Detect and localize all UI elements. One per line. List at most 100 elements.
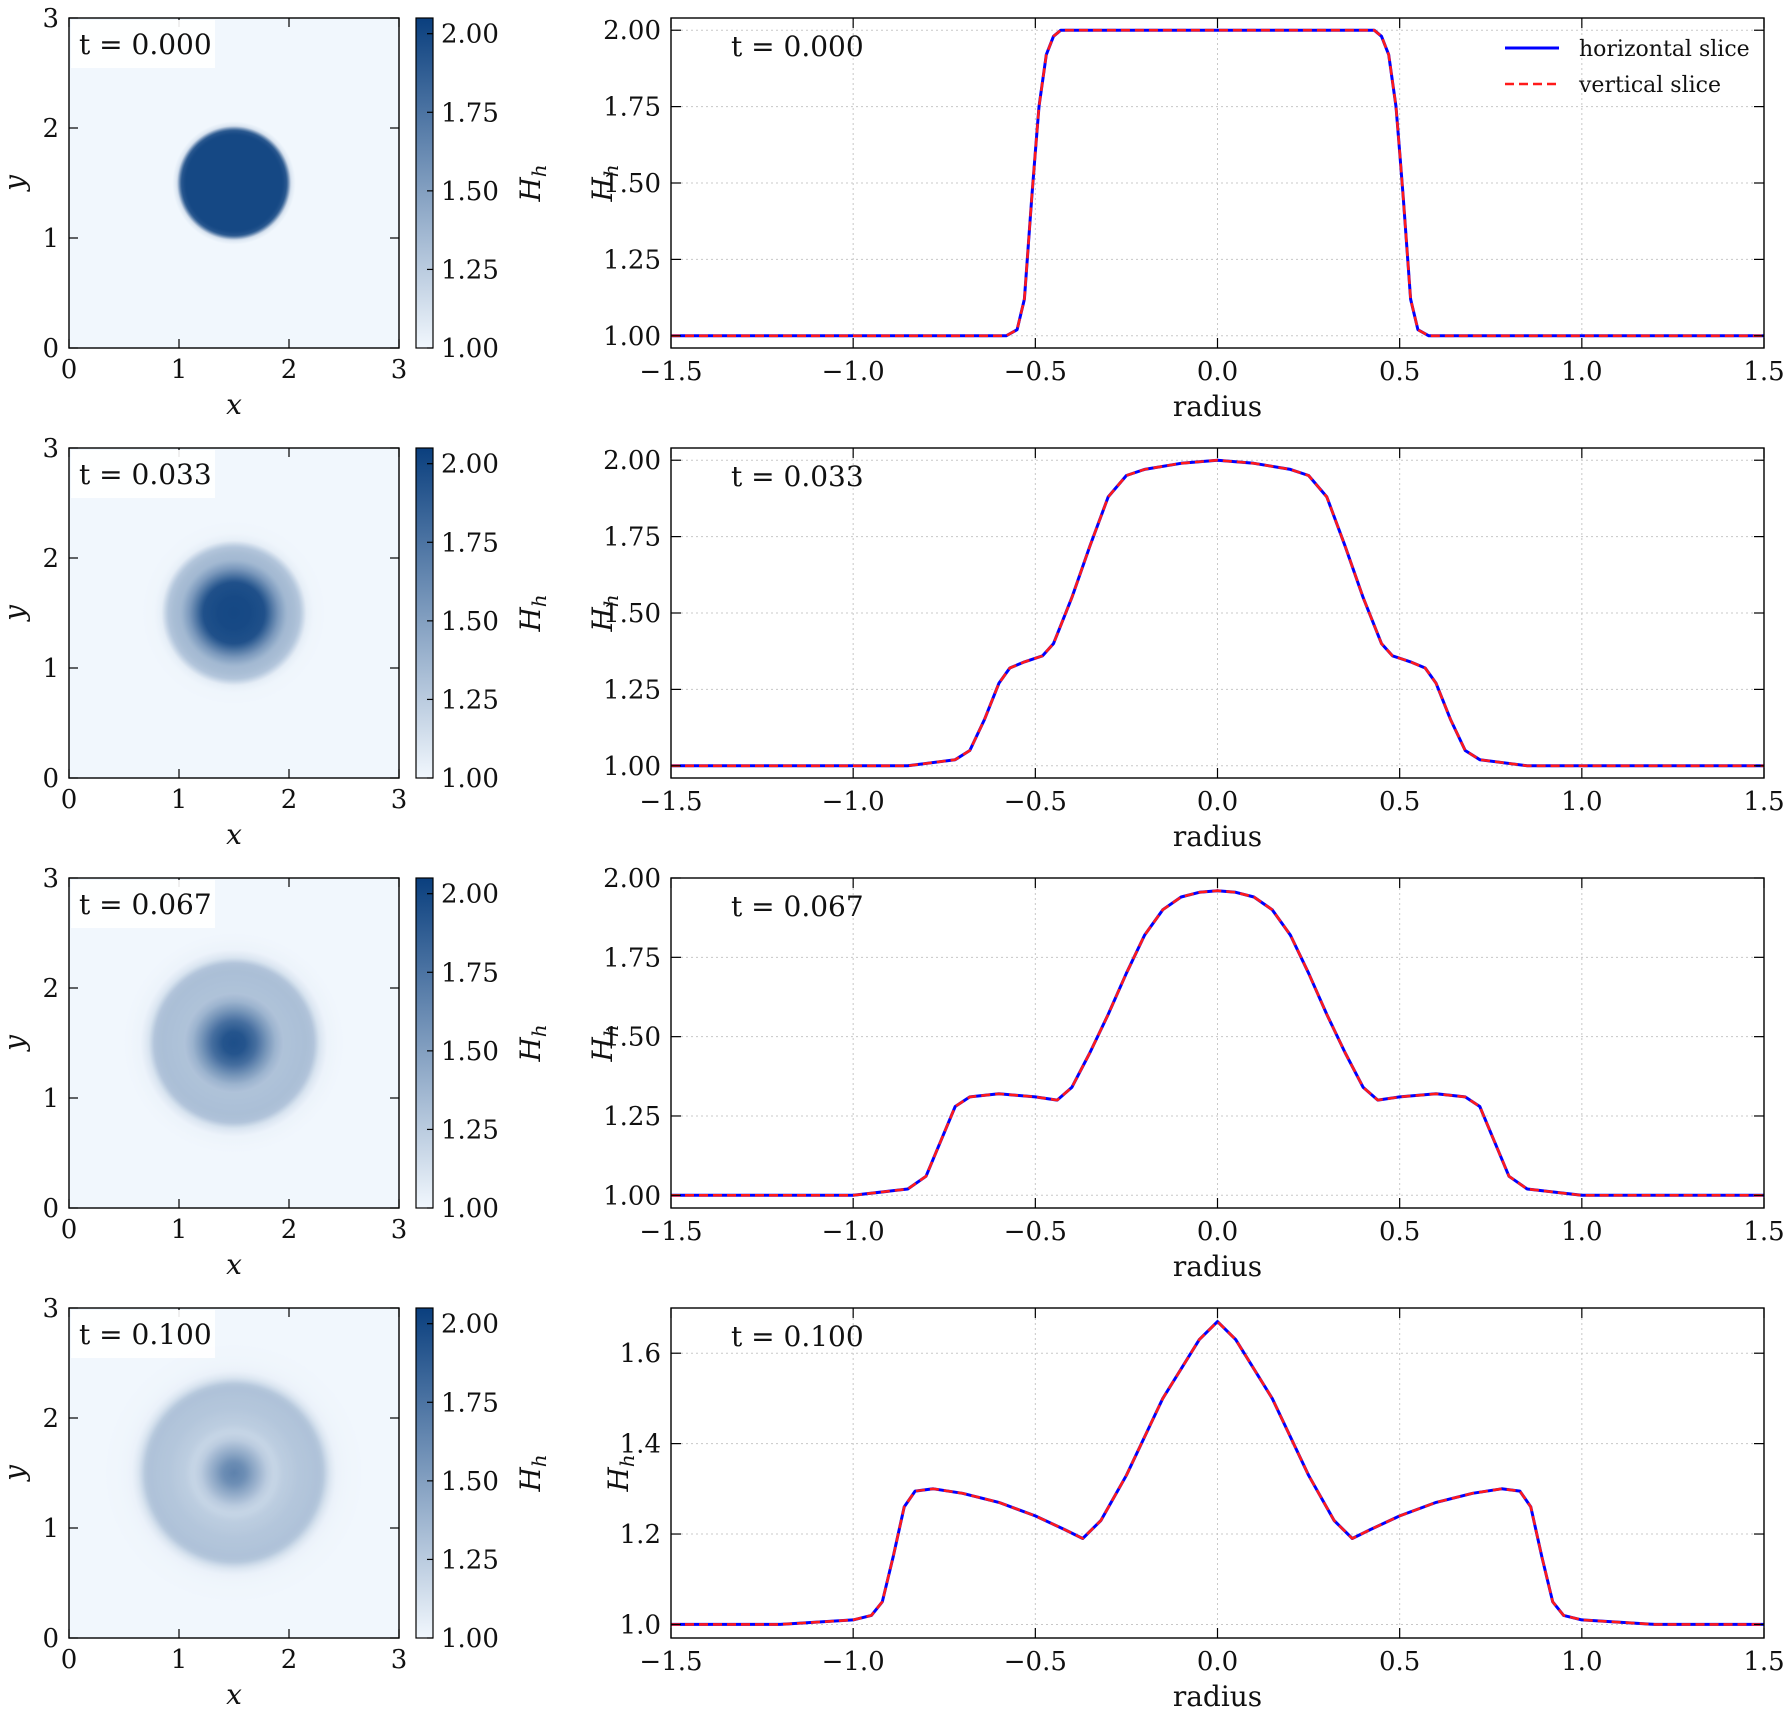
heatmap-panel-3: 00 1 1 2 2 3 3 x y t = 0.100 <box>0 1294 407 1711</box>
colorbar-label: Hh <box>514 1024 551 1062</box>
x-tick-label: 1.5 <box>1743 787 1784 817</box>
x-tick-label: 0.5 <box>1379 357 1420 387</box>
x-axis-label: x <box>226 1248 242 1281</box>
time-label: t = 0.033 <box>79 458 212 491</box>
colorbar-1: 1.00 1.25 1.50 1.75 2.00 Hh <box>415 447 551 794</box>
x-tick-label: −1.5 <box>639 1647 702 1677</box>
colorbar-tick-label: 1.00 <box>441 764 499 794</box>
y-tick-label: 3 <box>42 434 59 464</box>
y-tick-label: 0 <box>42 764 59 794</box>
x-tick-label: 3 <box>391 785 408 815</box>
y-tick-label: 2.00 <box>603 16 661 46</box>
y-tick-label: 2.00 <box>603 446 661 476</box>
y-tick-label: 1 <box>42 654 59 684</box>
y-axis-label: Hh <box>586 594 623 632</box>
colorbar-tick-label: 1.75 <box>441 1388 499 1418</box>
x-tick-label: 0.0 <box>1197 1217 1238 1247</box>
x-tick-label: 2 <box>281 1215 298 1245</box>
time-label-box <box>71 880 215 928</box>
colorbar-tick-label: 1.25 <box>441 255 499 285</box>
x-tick-label: 1.5 <box>1743 1647 1784 1677</box>
x-tick-label: 0 <box>61 1645 78 1675</box>
heatmap-field <box>172 121 296 245</box>
x-axis-label: radius <box>1173 1250 1262 1283</box>
y-tick-label: 1.00 <box>603 322 661 352</box>
x-axis-label: radius <box>1173 1680 1262 1713</box>
colorbar-label: Hh <box>514 1454 551 1492</box>
x-tick-label: 0.5 <box>1379 1647 1420 1677</box>
legend-vertical-label: vertical slice <box>1578 73 1721 98</box>
y-tick-label: 3 <box>42 1294 59 1324</box>
profile-panel-3: −1.5 −1.0 −0.5 0.0 0.5 1.0 1.5 1.0 1.2 1.4 1.6 radi… <box>602 1307 1785 1713</box>
colorbar-tick-label: 1.00 <box>441 1194 499 1224</box>
heatmap-frame <box>68 1307 400 1639</box>
colorbar-tick-label: 1.50 <box>441 1467 499 1497</box>
y-tick-label: 1.00 <box>603 1181 661 1211</box>
y-axis-label: y <box>0 174 31 193</box>
x-tick-label: −1.0 <box>822 1647 885 1677</box>
y-axis-label: y <box>0 604 31 623</box>
colorbar-bar <box>415 17 434 349</box>
x-tick-label: −0.5 <box>1004 1217 1067 1247</box>
y-tick-label: 1 <box>42 1084 59 1114</box>
profile-panel-1: −1.5 −1.0 −0.5 0.0 0.5 1.0 1.5 1.00 1.25 1.50 1.75… <box>586 446 1785 853</box>
y-tick-label: 1.75 <box>603 93 661 123</box>
x-tick-label: 2 <box>281 355 298 385</box>
colorbar-tick-label: 1.00 <box>441 1624 499 1654</box>
vertical-slice-line <box>671 458 1764 768</box>
y-tick-label: 2 <box>42 114 59 144</box>
profile-panel-0: −1.5 −1.0 −0.5 0.0 0.5 1.0 1.5 1.00 1.25 1.50 1.75… <box>586 16 1785 423</box>
x-tick-label: 3 <box>391 355 408 385</box>
time-label: t = 0.000 <box>79 28 212 61</box>
time-label-box <box>71 450 215 498</box>
x-tick-label: −1.0 <box>822 357 885 387</box>
heatmap-frame <box>68 447 400 779</box>
time-label: t = 0.100 <box>731 1320 864 1353</box>
vertical-slice-line <box>671 1320 1764 1626</box>
heatmap-panel-1: 00 1 1 2 2 3 3 x y t = 0.033 <box>0 434 407 851</box>
colorbar-0: 1.00 1.25 1.50 1.75 2.00 Hh <box>415 17 551 364</box>
heatmap-field <box>124 933 344 1153</box>
x-axis-label: x <box>226 388 242 421</box>
time-label: t = 0.067 <box>79 888 212 921</box>
heatmap-frame <box>68 877 400 1209</box>
y-tick-label: 1.75 <box>603 943 661 973</box>
y-tick-label: 1.25 <box>603 675 661 705</box>
colorbar-tick-label: 2.00 <box>441 1310 499 1340</box>
colorbar-bar <box>415 1307 434 1639</box>
x-tick-label: −0.5 <box>1004 1647 1067 1677</box>
y-axis-label: y <box>0 1034 31 1053</box>
y-tick-label: 1.2 <box>620 1520 661 1550</box>
colorbar-tick-label: 1.75 <box>441 528 499 558</box>
heatmap-panel-0: 00 1 1 2 2 3 3 x y t = 0.000 <box>0 4 407 421</box>
colorbar-label: Hh <box>514 164 551 202</box>
colorbar-tick-label: 2.00 <box>441 20 499 50</box>
x-tick-label: 1.5 <box>1743 357 1784 387</box>
y-tick-label: 1.4 <box>620 1430 661 1460</box>
heatmap-field <box>140 519 328 707</box>
time-label: t = 0.000 <box>731 30 864 63</box>
colorbar-tick-label: 1.25 <box>441 1115 499 1145</box>
y-tick-label: 1.6 <box>620 1339 661 1369</box>
colorbar-tick-label: 1.00 <box>441 334 499 364</box>
colorbar-tick-label: 2.00 <box>441 880 499 910</box>
x-tick-label: 1 <box>171 1215 188 1245</box>
x-tick-label: −1.5 <box>639 357 702 387</box>
x-tick-label: 3 <box>391 1645 408 1675</box>
x-tick-label: 1.0 <box>1561 357 1602 387</box>
colorbar-bar <box>415 447 434 779</box>
legend-horizontal-label: horizontal slice <box>1579 37 1750 62</box>
colorbar-tick-label: 1.25 <box>441 685 499 715</box>
y-tick-label: 0 <box>42 1624 59 1654</box>
x-tick-label: 1.5 <box>1743 1217 1784 1247</box>
y-tick-label: 2 <box>42 974 59 1004</box>
x-tick-label: 0 <box>61 785 78 815</box>
colorbar-tick-label: 2.00 <box>441 450 499 480</box>
y-axis-label: Hh <box>602 1454 639 1492</box>
time-label-box <box>71 1310 215 1358</box>
vertical-slice-line <box>671 28 1764 338</box>
x-axis-label: x <box>226 1678 242 1711</box>
y-tick-label: 1.50 <box>603 169 661 199</box>
x-tick-label: 0.0 <box>1197 787 1238 817</box>
